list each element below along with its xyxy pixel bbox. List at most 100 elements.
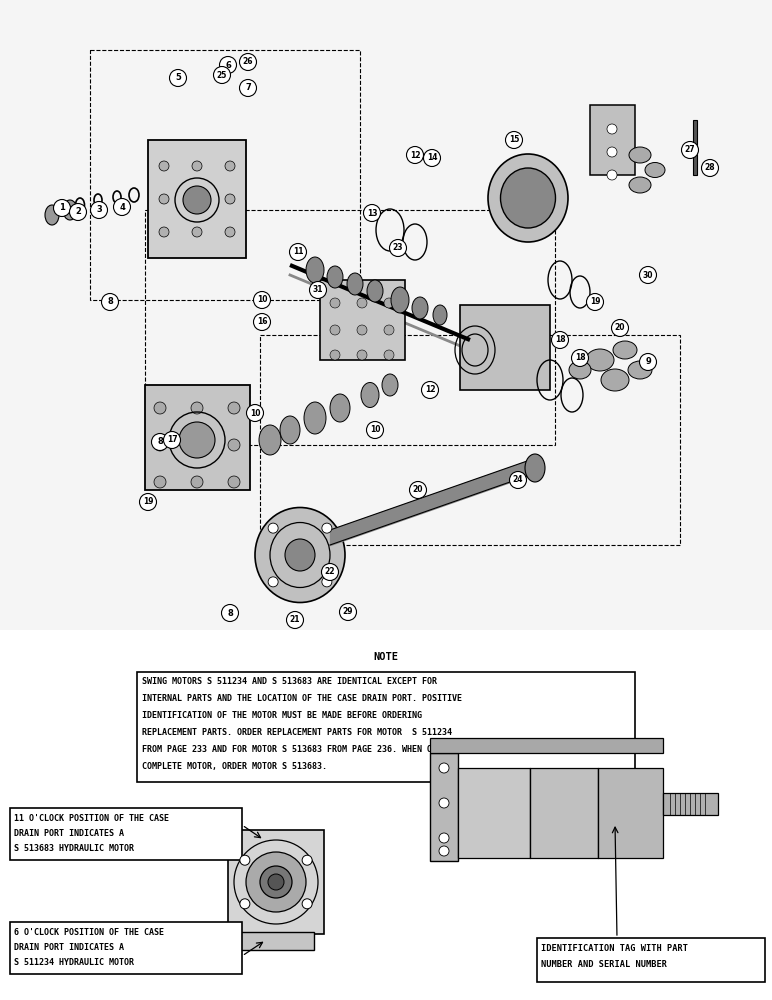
Text: 5: 5 — [175, 74, 181, 83]
Circle shape — [159, 194, 169, 204]
Text: NOTE: NOTE — [374, 652, 398, 662]
Circle shape — [384, 325, 394, 335]
Circle shape — [510, 472, 527, 488]
Circle shape — [101, 294, 118, 310]
Ellipse shape — [382, 374, 398, 396]
Circle shape — [322, 523, 332, 533]
Circle shape — [702, 159, 719, 176]
Bar — [238, 932, 314, 950]
Text: 26: 26 — [242, 57, 253, 66]
Text: 13: 13 — [367, 209, 378, 218]
Text: 15: 15 — [509, 135, 520, 144]
Polygon shape — [430, 753, 458, 861]
Circle shape — [384, 350, 394, 360]
Circle shape — [439, 833, 449, 843]
Circle shape — [639, 266, 656, 284]
Bar — [460, 305, 550, 390]
Text: COMPLETE MOTOR, ORDER MOTOR S 513683.: COMPLETE MOTOR, ORDER MOTOR S 513683. — [142, 762, 327, 771]
Ellipse shape — [330, 394, 350, 422]
Text: 23: 23 — [393, 243, 403, 252]
Circle shape — [390, 239, 407, 256]
Text: 10: 10 — [250, 408, 260, 418]
Text: 14: 14 — [427, 153, 437, 162]
Ellipse shape — [361, 382, 379, 408]
Circle shape — [214, 66, 231, 84]
Text: 22: 22 — [325, 568, 335, 576]
Text: 20: 20 — [615, 324, 625, 332]
Circle shape — [571, 350, 588, 366]
Circle shape — [424, 149, 441, 166]
Bar — [10, 922, 242, 974]
Circle shape — [286, 611, 303, 629]
Circle shape — [357, 350, 367, 360]
Ellipse shape — [63, 200, 77, 220]
Text: 29: 29 — [343, 607, 354, 616]
Circle shape — [330, 325, 340, 335]
Circle shape — [268, 874, 284, 890]
Bar — [590, 105, 635, 175]
Bar — [530, 768, 598, 858]
Text: 1: 1 — [59, 204, 65, 213]
Circle shape — [439, 763, 449, 773]
Text: 30: 30 — [643, 270, 653, 279]
Text: DRAIN PORT INDICATES A: DRAIN PORT INDICATES A — [14, 829, 124, 838]
Circle shape — [364, 205, 381, 222]
Circle shape — [407, 146, 424, 163]
Ellipse shape — [306, 257, 324, 283]
Bar — [663, 793, 718, 815]
Circle shape — [682, 141, 699, 158]
Circle shape — [340, 603, 357, 620]
Circle shape — [191, 476, 203, 488]
Circle shape — [113, 198, 130, 216]
Text: FROM PAGE 233 AND FOR MOTOR S 513683 FROM PAGE 236. WHEN ORDERING: FROM PAGE 233 AND FOR MOTOR S 513683 FRO… — [142, 745, 467, 754]
Circle shape — [90, 202, 107, 219]
Circle shape — [170, 70, 187, 87]
Ellipse shape — [367, 280, 383, 302]
Ellipse shape — [304, 402, 326, 434]
Circle shape — [260, 866, 292, 898]
Ellipse shape — [629, 177, 651, 193]
Bar — [10, 808, 242, 860]
Bar — [228, 830, 324, 934]
Text: 12: 12 — [425, 385, 435, 394]
Text: 18: 18 — [555, 336, 565, 344]
Circle shape — [253, 314, 270, 330]
Circle shape — [53, 200, 70, 217]
Circle shape — [422, 381, 438, 398]
Circle shape — [192, 227, 202, 237]
Circle shape — [268, 577, 278, 587]
Bar — [320, 280, 405, 360]
Text: 16: 16 — [257, 318, 267, 326]
Ellipse shape — [586, 349, 614, 371]
Text: 20: 20 — [413, 486, 423, 494]
Text: IDENTIFICATION TAG WITH PART: IDENTIFICATION TAG WITH PART — [541, 944, 688, 953]
Circle shape — [246, 404, 263, 422]
Circle shape — [330, 298, 340, 308]
Circle shape — [246, 852, 306, 912]
Ellipse shape — [488, 154, 568, 242]
Text: 31: 31 — [313, 286, 323, 294]
Text: 6 O'CLOCK POSITION OF THE CASE: 6 O'CLOCK POSITION OF THE CASE — [14, 928, 164, 937]
Ellipse shape — [280, 416, 300, 444]
Circle shape — [357, 298, 367, 308]
Text: INTERNAL PARTS AND THE LOCATION OF THE CASE DRAIN PORT. POSITIVE: INTERNAL PARTS AND THE LOCATION OF THE C… — [142, 694, 462, 703]
Circle shape — [409, 482, 426, 498]
Ellipse shape — [645, 162, 665, 178]
Ellipse shape — [412, 297, 428, 319]
Circle shape — [240, 899, 250, 909]
Ellipse shape — [45, 205, 59, 225]
Circle shape — [225, 227, 235, 237]
Circle shape — [587, 294, 604, 310]
Ellipse shape — [255, 508, 345, 602]
Circle shape — [607, 147, 617, 157]
Ellipse shape — [285, 539, 315, 571]
Bar — [145, 385, 250, 490]
Circle shape — [228, 476, 240, 488]
Text: 7: 7 — [245, 84, 251, 93]
Circle shape — [439, 798, 449, 808]
Text: 9: 9 — [645, 358, 651, 366]
Bar — [693, 120, 697, 175]
Text: IDENTIFICATION OF THE MOTOR MUST BE MADE BEFORE ORDERING: IDENTIFICATION OF THE MOTOR MUST BE MADE… — [142, 711, 422, 720]
Ellipse shape — [525, 454, 545, 482]
Ellipse shape — [601, 369, 629, 391]
